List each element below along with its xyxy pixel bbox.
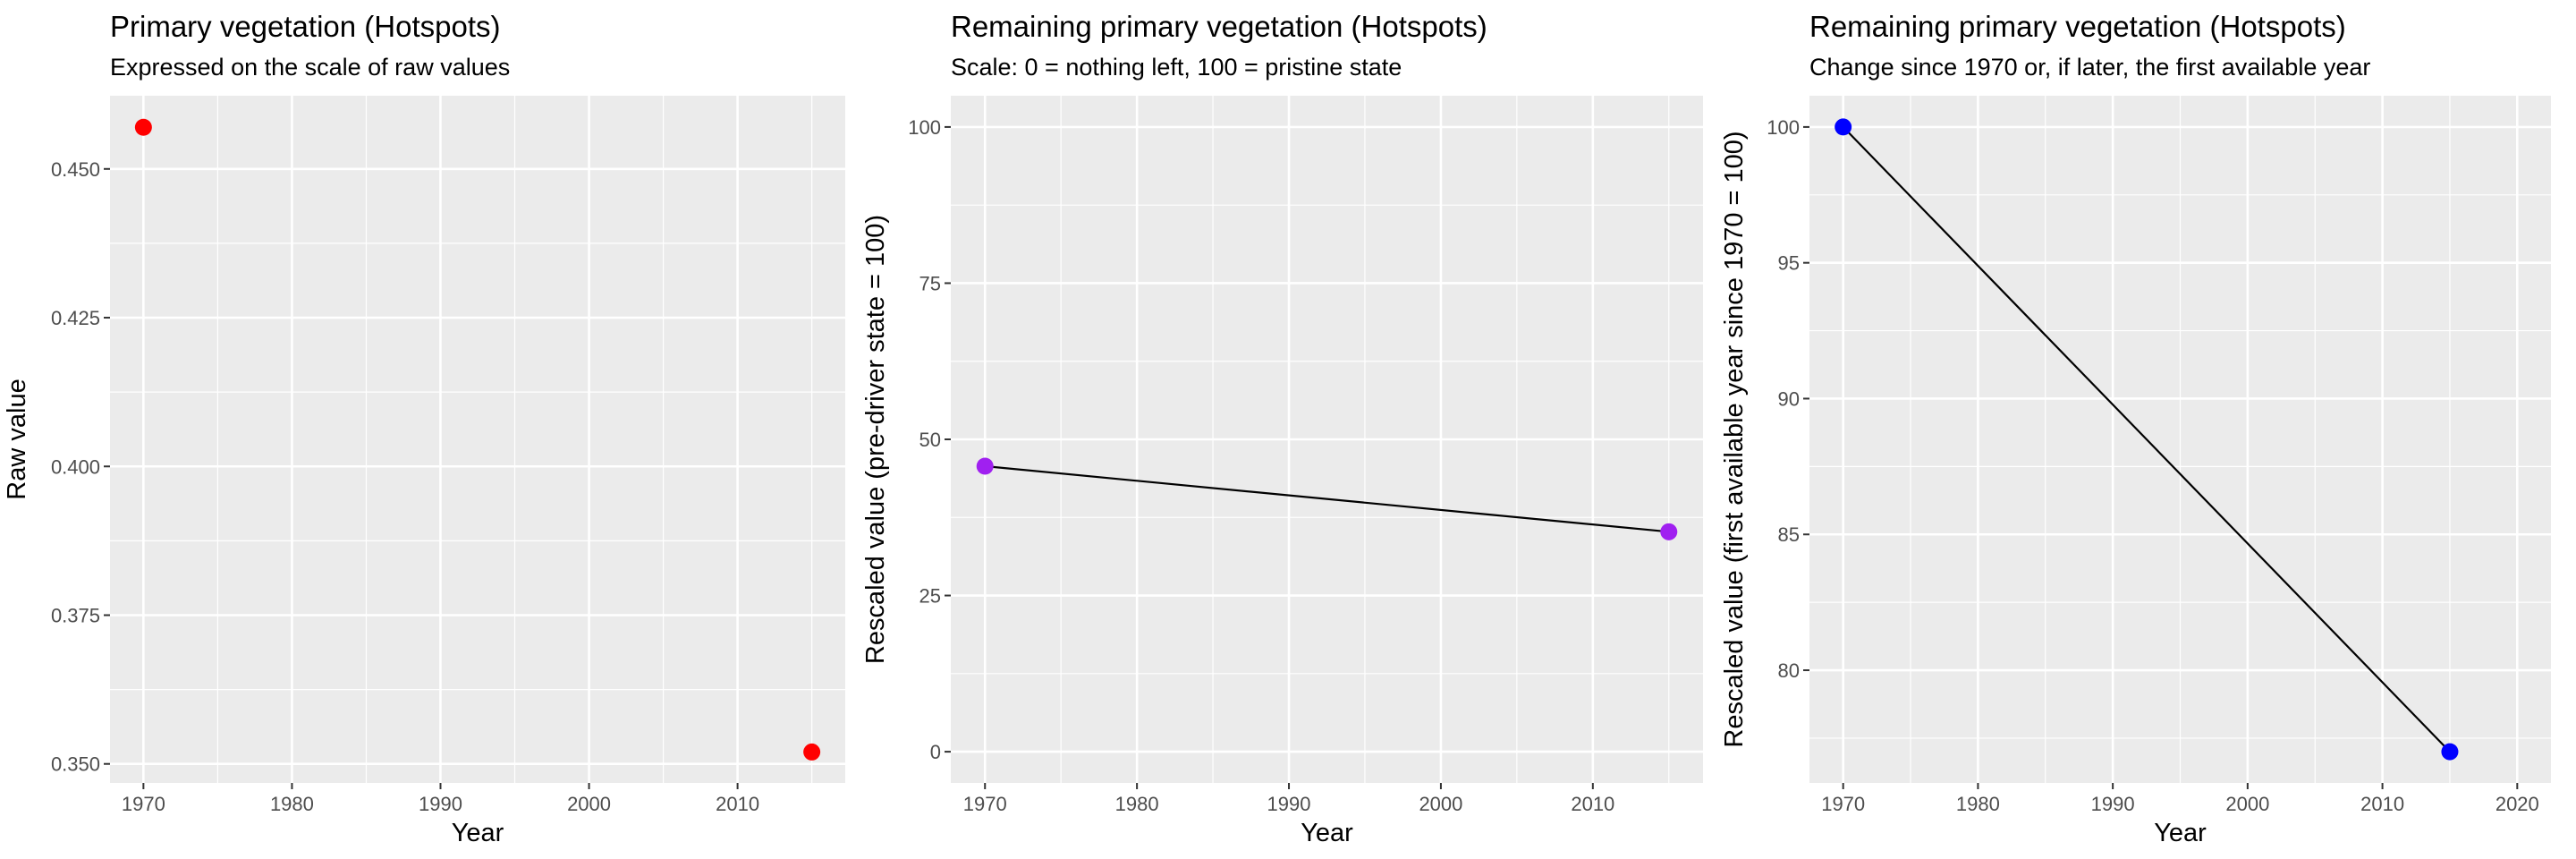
chart-panel-2: Remaining primary vegetation (Hotspots) S… — [861, 10, 1703, 847]
x-axis-title: Year — [452, 819, 504, 847]
x-tick-label: 2000 — [567, 793, 611, 815]
y-tick-label: 0.350 — [51, 753, 100, 776]
series-line — [985, 464, 1669, 533]
chart-title: Remaining primary vegetation (Hotspots) — [1809, 10, 2346, 43]
y-tick-label: 100 — [1767, 116, 1800, 139]
x-tick-label: 2010 — [2360, 793, 2404, 815]
y-tick-label: 0 — [930, 741, 941, 763]
chart-panel-1: Primary vegetation (Hotspots) Expressed o… — [3, 10, 845, 847]
x-tick-label: 1990 — [419, 793, 462, 815]
data-point — [134, 118, 152, 136]
y-tick-label: 90 — [1778, 387, 1800, 410]
chart-panel-3: Remaining primary vegetation (Hotspots) C… — [1720, 10, 2551, 847]
y-axis-title: Raw value — [3, 378, 31, 499]
y-tick-label: 0.450 — [51, 158, 100, 181]
y-tick-label: 50 — [919, 429, 941, 451]
chart-title: Primary vegetation (Hotspots) — [110, 10, 501, 43]
data-point — [1835, 118, 1852, 136]
x-tick-label: 2000 — [2225, 793, 2269, 815]
x-tick-label: 1990 — [2091, 793, 2135, 815]
x-tick-label: 1990 — [1267, 793, 1311, 815]
chart-subtitle: Scale: 0 = nothing left, 100 = pristine … — [951, 54, 1402, 81]
data-point — [2441, 743, 2459, 761]
x-tick-label: 1980 — [1956, 793, 2000, 815]
y-tick-label: 80 — [1778, 659, 1800, 682]
y-tick-label: 85 — [1778, 523, 1800, 546]
x-tick-label: 2000 — [1419, 793, 1462, 815]
x-tick-label: 1980 — [270, 793, 314, 815]
data-point — [1660, 523, 1678, 540]
y-tick-label: 0.400 — [51, 455, 100, 478]
data-point — [803, 743, 821, 761]
x-tick-label: 1970 — [1821, 793, 1865, 815]
x-tick-label: 1970 — [963, 793, 1007, 815]
y-tick-label: 100 — [908, 116, 941, 139]
x-tick-label: 2010 — [716, 793, 759, 815]
y-axis-title: Rescaled value (pre-driver state = 100) — [861, 215, 890, 664]
data-point — [976, 457, 994, 475]
plot-panel — [110, 96, 845, 783]
y-tick-label: 0.425 — [51, 307, 100, 329]
x-axis-title: Year — [1301, 819, 1353, 847]
x-axis-title: Year — [2154, 819, 2207, 847]
x-tick-label: 1980 — [1115, 793, 1159, 815]
y-tick-label: 75 — [919, 272, 941, 294]
chart-title: Remaining primary vegetation (Hotspots) — [951, 10, 1487, 43]
x-tick-label: 2010 — [1571, 793, 1614, 815]
chart-subtitle: Change since 1970 or, if later, the firs… — [1809, 54, 2370, 81]
x-tick-label: 2020 — [2496, 793, 2539, 815]
x-tick-label: 1970 — [122, 793, 165, 815]
y-tick-label: 0.375 — [51, 604, 100, 626]
series-line — [1842, 126, 2451, 753]
y-tick-label: 25 — [919, 585, 941, 608]
chart-subtitle: Expressed on the scale of raw values — [110, 54, 510, 81]
y-tick-label: 95 — [1778, 252, 1800, 275]
y-axis-title: Rescaled value (first available year sin… — [1720, 131, 1749, 747]
